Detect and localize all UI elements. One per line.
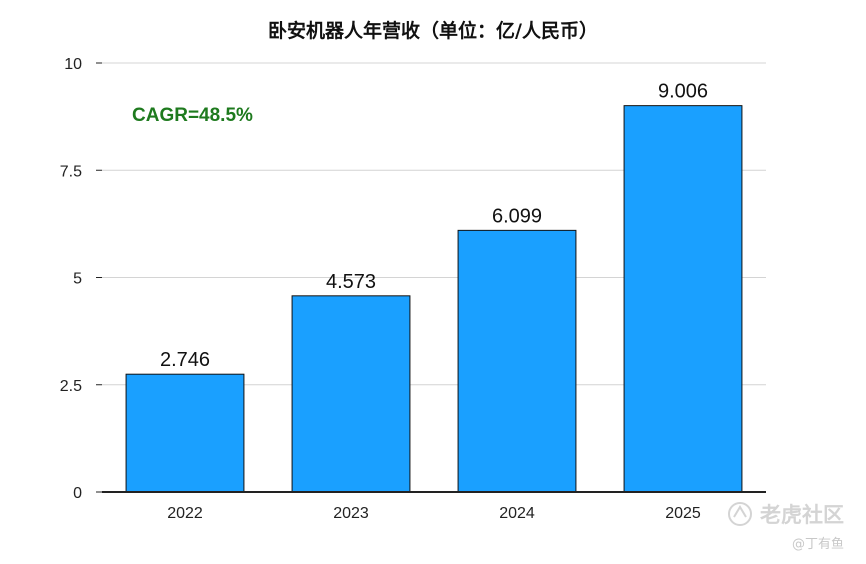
y-tick-label: 2.5 (60, 378, 82, 395)
watermark-author: @丁有鱼 (792, 536, 844, 552)
x-tick-label: 2022 (167, 505, 203, 522)
bar-2025 (623, 105, 743, 493)
watermark-logo-text: 老虎社区 (760, 503, 844, 527)
x-tick-label: 2024 (499, 505, 535, 522)
x-axis-ticks: 2022 2023 2024 2025 (167, 505, 701, 522)
data-label: 4.573 (326, 271, 376, 293)
y-axis-ticks: 0 2.5 5 7.5 10 (60, 56, 82, 502)
y-tick-label: 10 (64, 56, 82, 73)
y-tick-label: 0 (73, 485, 82, 502)
x-tick-label: 2023 (333, 505, 369, 522)
bar-2024 (457, 229, 577, 493)
bars (125, 105, 743, 493)
chart-title: 卧安机器人年营收（单位：亿/人民币） (268, 19, 598, 42)
bar-2022 (125, 373, 245, 493)
x-tick-label: 2025 (665, 505, 701, 522)
watermark-logo-icon (728, 502, 752, 526)
cagr-annotation: CAGR=48.5% (132, 105, 253, 126)
data-label: 6.099 (492, 205, 542, 227)
y-tick-label: 5 (73, 271, 82, 288)
data-labels: 2.746 4.573 6.099 9.006 (160, 81, 708, 372)
data-label: 2.746 (160, 349, 210, 371)
y-tick-label: 7.5 (60, 163, 82, 180)
watermark: 老虎社区 @丁有鱼 (728, 502, 844, 552)
data-label: 9.006 (658, 81, 708, 103)
bar-2023 (291, 295, 411, 493)
